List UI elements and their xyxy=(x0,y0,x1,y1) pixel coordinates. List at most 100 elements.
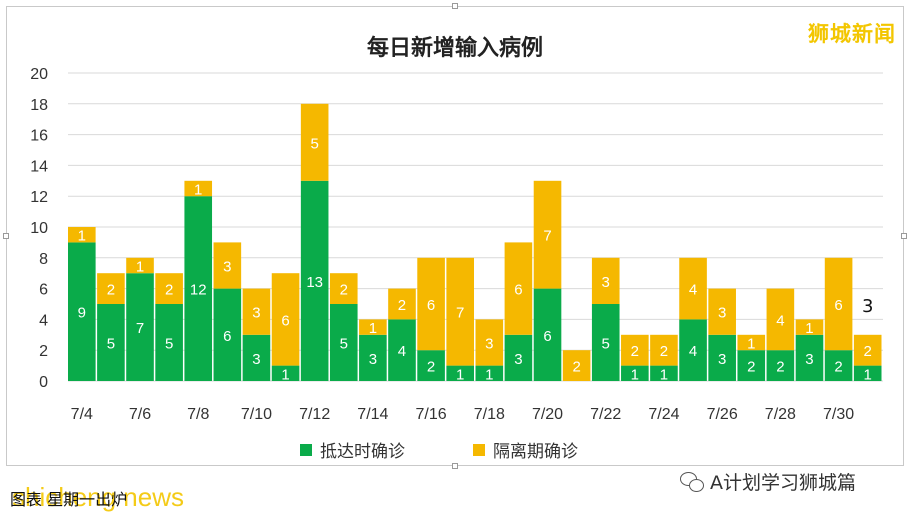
resize-handle-top[interactable] xyxy=(452,3,458,9)
bar-value-label: 6 xyxy=(281,312,289,329)
x-tick-label: 7/24 xyxy=(648,406,679,423)
chart-title: 每日新增输入病例 xyxy=(366,36,543,61)
bar-segment xyxy=(504,242,533,335)
bar-value-label: 3 xyxy=(718,305,726,322)
x-tick-label: 7/8 xyxy=(187,406,209,423)
resize-handle-left[interactable] xyxy=(3,233,9,239)
bar-segment xyxy=(213,288,242,381)
resize-handle-right[interactable] xyxy=(901,233,907,239)
annotation-label: 3 xyxy=(862,296,874,317)
bar-value-label: 7 xyxy=(136,320,144,337)
bar-segment xyxy=(184,196,213,381)
bar-segment xyxy=(475,319,504,366)
bar-segment xyxy=(679,319,707,381)
legend-swatch-green xyxy=(300,443,312,456)
bar-value-label: 3 xyxy=(252,305,260,322)
bar-value-label: 1 xyxy=(864,366,872,383)
bar-value-label: 12 xyxy=(190,282,207,299)
x-tick-label: 7/20 xyxy=(532,406,563,423)
footer-account: A计划学习狮城篇 xyxy=(680,468,856,495)
bar-segment xyxy=(650,365,678,381)
bar-segment xyxy=(329,304,358,381)
bar-segment xyxy=(737,350,766,381)
bar-value-label: 9 xyxy=(78,305,86,322)
bar-value-label: 2 xyxy=(107,282,115,299)
bar-value-label: 1 xyxy=(456,366,464,383)
x-tick-label: 7/26 xyxy=(707,406,738,423)
bar-value-label: 1 xyxy=(194,182,202,199)
bar-value-label: 5 xyxy=(602,336,610,353)
bar-value-label: 1 xyxy=(136,259,144,276)
legend-item-arrival: 抵达时确诊 xyxy=(300,437,405,462)
bar-segment xyxy=(679,257,707,320)
bar-value-label: 4 xyxy=(398,343,406,360)
bar-value-label: 5 xyxy=(310,135,318,152)
y-tick-label: 20 xyxy=(30,66,48,83)
y-tick-label: 2 xyxy=(39,343,48,360)
bar-segment xyxy=(737,334,766,351)
bar-segment xyxy=(155,304,183,381)
bar-segment xyxy=(708,334,736,381)
footer-left-text: 图表 星期一出炉 xyxy=(10,490,128,509)
bar-segment xyxy=(766,288,795,351)
bar-segment xyxy=(155,273,183,304)
bar-value-label: 13 xyxy=(306,274,323,291)
bar-segment xyxy=(388,319,416,381)
bar-segment xyxy=(621,334,649,366)
bar-segment xyxy=(126,257,154,274)
bar-value-label: 1 xyxy=(78,228,86,245)
x-tick-label: 7/22 xyxy=(590,406,621,423)
x-tick-label: 7/14 xyxy=(357,406,388,423)
bar-value-label: 5 xyxy=(340,336,348,353)
bar-segment xyxy=(853,365,882,381)
bar-value-label: 1 xyxy=(805,320,813,337)
bar-value-label: 6 xyxy=(223,328,231,345)
resize-handle-bottom[interactable] xyxy=(452,463,458,469)
y-tick-label: 18 xyxy=(30,97,48,114)
bar-value-label: 2 xyxy=(864,343,872,360)
bar-segment xyxy=(446,257,474,366)
x-tick-label: 7/30 xyxy=(823,406,854,423)
y-tick-label: 6 xyxy=(39,282,48,299)
x-tick-label: 7/28 xyxy=(765,406,796,423)
bar-value-label: 2 xyxy=(398,297,406,314)
bar-value-label: 1 xyxy=(631,366,639,383)
bar-segment xyxy=(126,273,154,381)
bar-segment xyxy=(766,350,795,381)
bar-segment xyxy=(97,304,125,381)
legend-swatch-yellow xyxy=(473,443,485,456)
bar-value-label: 2 xyxy=(660,343,668,360)
bar-value-label: 6 xyxy=(543,328,551,345)
bar-segment xyxy=(68,242,96,381)
bar-segment xyxy=(417,257,445,351)
y-tick-label: 4 xyxy=(39,312,48,329)
x-tick-label: 7/10 xyxy=(241,406,272,423)
footer-logo-watermark: shicheng news xyxy=(12,482,184,512)
x-tick-label: 7/4 xyxy=(71,406,93,423)
bar-segment xyxy=(533,180,562,289)
bar-value-label: 6 xyxy=(514,282,522,299)
chart-frame xyxy=(6,6,904,466)
bar-value-label: 2 xyxy=(834,359,842,376)
bar-value-label: 7 xyxy=(543,228,551,245)
bar-value-label: 1 xyxy=(369,320,377,337)
bar-segment xyxy=(446,365,474,381)
bar-segment xyxy=(300,180,329,381)
bar-value-label: 4 xyxy=(689,343,697,360)
bar-value-label: 3 xyxy=(602,274,610,291)
bar-segment xyxy=(271,365,300,381)
bar-segment xyxy=(213,242,242,289)
bar-value-label: 1 xyxy=(281,366,289,383)
y-tick-label: 14 xyxy=(30,158,48,175)
bar-segment xyxy=(708,288,736,335)
chart-legend: 抵达时确诊 隔离期确诊 xyxy=(300,437,578,462)
bar-value-label: 2 xyxy=(747,359,755,376)
bar-value-label: 6 xyxy=(834,297,842,314)
footer-account-name: A计划学习狮城篇 xyxy=(710,472,856,494)
bar-value-label: 3 xyxy=(252,351,260,368)
y-tick-label: 12 xyxy=(30,189,48,206)
bar-segment xyxy=(795,334,824,381)
bar-segment xyxy=(184,180,213,197)
bar-segment xyxy=(650,334,678,366)
